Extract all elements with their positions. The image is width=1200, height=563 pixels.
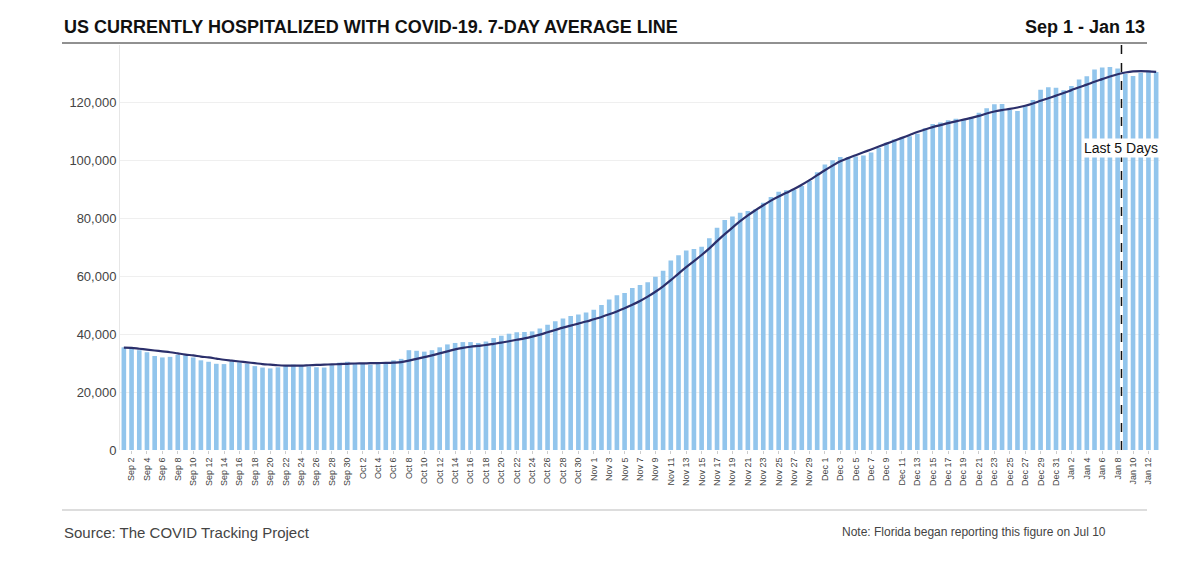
svg-text:Nov 21: Nov 21 xyxy=(743,458,753,487)
svg-text:Dec 21: Dec 21 xyxy=(974,458,984,487)
svg-text:Nov 23: Nov 23 xyxy=(758,458,768,487)
svg-text:Jan 4: Jan 4 xyxy=(1082,458,1092,480)
svg-text:Note: Florida began reporting: Note: Florida began reporting this figur… xyxy=(842,525,1106,539)
svg-text:Nov 1: Nov 1 xyxy=(589,458,599,482)
svg-text:Oct 30: Oct 30 xyxy=(573,458,583,485)
svg-text:Oct 20: Oct 20 xyxy=(496,458,506,485)
svg-text:20,000: 20,000 xyxy=(77,385,117,400)
svg-text:Sep 10: Sep 10 xyxy=(188,458,198,487)
svg-text:Sep 28: Sep 28 xyxy=(327,458,337,487)
svg-text:Sep 8: Sep 8 xyxy=(173,458,183,482)
svg-text:Nov 29: Nov 29 xyxy=(804,458,814,487)
svg-text:Jan 2: Jan 2 xyxy=(1066,458,1076,480)
svg-text:Oct 8: Oct 8 xyxy=(404,458,414,480)
svg-text:Dec 5: Dec 5 xyxy=(851,458,861,482)
svg-text:Dec 25: Dec 25 xyxy=(1005,458,1015,487)
svg-text:80,000: 80,000 xyxy=(77,211,117,226)
svg-text:60,000: 60,000 xyxy=(77,269,117,284)
svg-text:Nov 25: Nov 25 xyxy=(774,458,784,487)
svg-text:Dec 29: Dec 29 xyxy=(1036,458,1046,487)
svg-text:Nov 13: Nov 13 xyxy=(681,458,691,487)
svg-text:Nov 3: Nov 3 xyxy=(604,458,614,482)
svg-text:Dec 11: Dec 11 xyxy=(897,458,907,486)
svg-text:Oct 18: Oct 18 xyxy=(481,458,491,485)
svg-text:US CURRENTLY HOSPITALIZED WITH: US CURRENTLY HOSPITALIZED WITH COVID-19.… xyxy=(64,17,678,37)
svg-text:Dec 27: Dec 27 xyxy=(1020,458,1030,487)
svg-text:0: 0 xyxy=(109,443,116,458)
svg-text:Dec 15: Dec 15 xyxy=(928,458,938,487)
svg-text:Dec 31: Dec 31 xyxy=(1051,458,1061,487)
svg-text:Sep 14: Sep 14 xyxy=(219,458,229,487)
svg-text:Nov 27: Nov 27 xyxy=(789,458,799,487)
svg-text:Oct 16: Oct 16 xyxy=(465,458,475,485)
svg-text:Dec 9: Dec 9 xyxy=(881,458,891,482)
svg-text:Oct 10: Oct 10 xyxy=(419,458,429,485)
svg-text:Jan 12: Jan 12 xyxy=(1143,458,1153,485)
svg-text:Jan 6: Jan 6 xyxy=(1097,458,1107,480)
svg-text:Source: The COVID Tracking Pro: Source: The COVID Tracking Project xyxy=(64,524,310,541)
svg-text:100,000: 100,000 xyxy=(69,153,116,168)
svg-text:Oct 28: Oct 28 xyxy=(558,458,568,485)
svg-text:Sep 16: Sep 16 xyxy=(234,458,244,487)
svg-text:Sep 2: Sep 2 xyxy=(126,458,136,482)
svg-text:Last 5 Days: Last 5 Days xyxy=(1084,140,1158,156)
svg-text:Jan 8: Jan 8 xyxy=(1113,458,1123,480)
svg-text:Oct 26: Oct 26 xyxy=(542,458,552,485)
svg-text:Sep 26: Sep 26 xyxy=(311,458,321,487)
svg-text:Oct 6: Oct 6 xyxy=(388,458,398,480)
svg-text:Sep 1 - Jan 13: Sep 1 - Jan 13 xyxy=(1025,17,1145,37)
svg-text:Nov 19: Nov 19 xyxy=(727,458,737,487)
svg-text:Dec 3: Dec 3 xyxy=(835,458,845,482)
svg-text:Sep 6: Sep 6 xyxy=(157,458,167,482)
svg-text:Dec 13: Dec 13 xyxy=(912,458,922,487)
svg-text:Nov 11: Nov 11 xyxy=(666,458,676,486)
svg-text:Nov 5: Nov 5 xyxy=(620,458,630,482)
svg-text:Oct 12: Oct 12 xyxy=(435,458,445,485)
svg-text:Sep 18: Sep 18 xyxy=(250,458,260,487)
svg-text:Nov 7: Nov 7 xyxy=(635,458,645,482)
svg-text:120,000: 120,000 xyxy=(69,95,116,110)
svg-text:Oct 2: Oct 2 xyxy=(358,458,368,480)
svg-text:Dec 7: Dec 7 xyxy=(866,458,876,482)
svg-text:Sep 12: Sep 12 xyxy=(204,458,214,487)
svg-text:Oct 14: Oct 14 xyxy=(450,458,460,485)
svg-text:Dec 23: Dec 23 xyxy=(989,458,999,487)
svg-text:Oct 24: Oct 24 xyxy=(527,458,537,485)
svg-text:Nov 17: Nov 17 xyxy=(712,458,722,487)
svg-text:Sep 20: Sep 20 xyxy=(265,458,275,487)
svg-text:40,000: 40,000 xyxy=(77,327,117,342)
svg-text:Oct 22: Oct 22 xyxy=(512,458,522,485)
svg-text:Nov 15: Nov 15 xyxy=(697,458,707,487)
svg-text:Nov 9: Nov 9 xyxy=(650,458,660,482)
svg-text:Dec 1: Dec 1 xyxy=(820,458,830,482)
svg-text:Dec 17: Dec 17 xyxy=(943,458,953,487)
svg-text:Oct 4: Oct 4 xyxy=(373,458,383,480)
svg-text:Jan 10: Jan 10 xyxy=(1128,458,1138,485)
svg-text:Sep 24: Sep 24 xyxy=(296,458,306,487)
svg-text:Dec 19: Dec 19 xyxy=(958,458,968,487)
svg-text:Sep 30: Sep 30 xyxy=(342,458,352,487)
svg-text:Sep 4: Sep 4 xyxy=(142,458,152,482)
svg-text:Sep 22: Sep 22 xyxy=(281,458,291,487)
